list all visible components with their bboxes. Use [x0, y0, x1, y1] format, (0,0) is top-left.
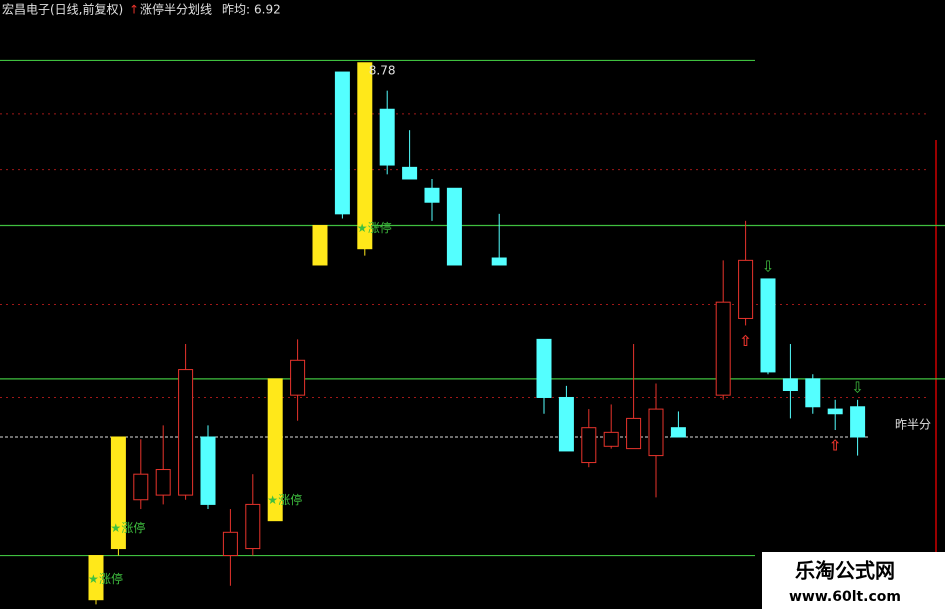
chart-title: 宏昌电子(日线,前复权) [2, 2, 123, 17]
limit-up-label: 涨停 [278, 492, 302, 507]
candle-body [133, 473, 149, 501]
limit-up-label: 涨停 [121, 520, 145, 535]
candle-body [827, 408, 843, 415]
avg-label: 昨均: [222, 3, 250, 17]
avg-value: 6.92 [254, 3, 281, 17]
candle-body [715, 301, 731, 396]
limit-up-star: ★ [110, 521, 121, 535]
candle-body [200, 436, 216, 505]
watermark-box [762, 552, 945, 609]
candle-body [581, 427, 597, 464]
candle-body [155, 469, 171, 496]
high-label: 8.78 [369, 63, 396, 77]
candle-body [290, 359, 306, 396]
limit-up-label: 涨停 [368, 220, 392, 235]
candle-body [805, 378, 821, 408]
limit-up-label: 涨停 [99, 571, 123, 586]
candle-body [738, 259, 754, 319]
candle-body [357, 62, 373, 250]
candle-body [603, 431, 619, 447]
watermark-url: www.60lt.com [789, 589, 901, 605]
candle-body [222, 531, 238, 557]
candle-body [312, 224, 328, 266]
candle-body [760, 278, 776, 373]
candle-body [670, 427, 686, 438]
candle-body [245, 503, 261, 550]
limit-up-star: ★ [88, 572, 99, 586]
candle-body [402, 166, 418, 180]
sell-arrow: ⇩ [851, 378, 864, 396]
candle-body [491, 257, 507, 266]
indicator-name: 涨停半分划线 [140, 2, 212, 17]
candle-body [446, 187, 462, 266]
candle-body [626, 417, 642, 450]
candle-body [88, 555, 104, 601]
candle-body [558, 396, 574, 452]
candle-body [648, 408, 664, 457]
candle-body [334, 71, 350, 215]
limit-up-star: ★ [267, 493, 278, 507]
candle-body [424, 187, 440, 203]
watermark: 乐淘公式网 [795, 559, 895, 583]
candle-body [379, 108, 395, 166]
candle-body [110, 436, 126, 550]
candle-body [850, 406, 866, 438]
half-label: 昨半分 [895, 417, 931, 431]
buy-arrow: ⇧ [829, 437, 842, 455]
buy-arrow: ⇧ [739, 332, 752, 350]
candle-body [536, 338, 552, 398]
candle-body [178, 369, 194, 496]
candle-body [782, 378, 798, 392]
sell-arrow: ⇩ [762, 257, 775, 275]
candle-body [267, 378, 283, 522]
indicator-icon: ↑ [129, 3, 139, 17]
limit-up-star: ★ [357, 221, 368, 235]
